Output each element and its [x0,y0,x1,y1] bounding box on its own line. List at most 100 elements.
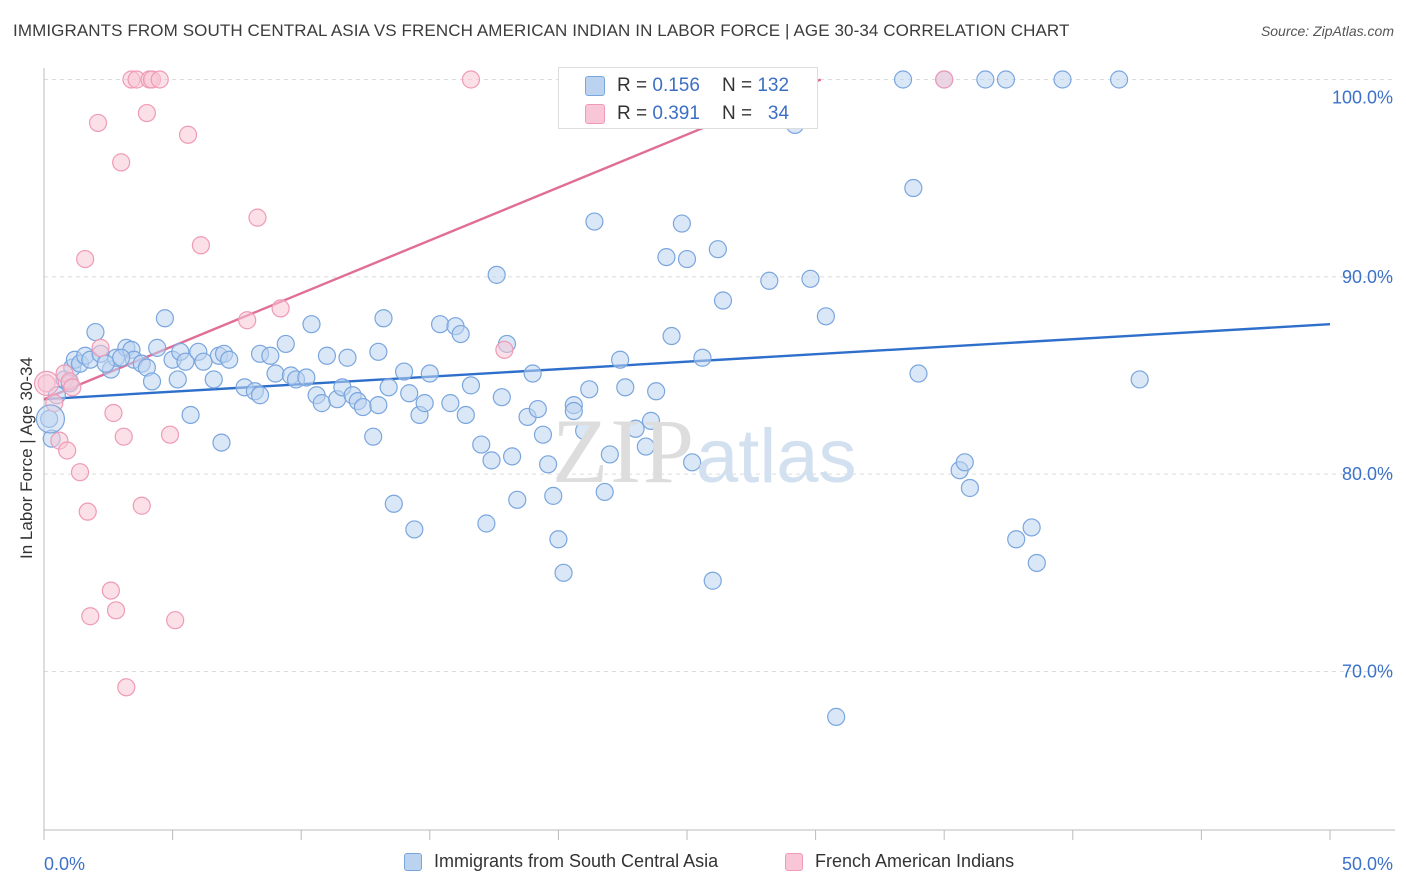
blue-point [544,486,563,505]
y-tick-label: 70.0% [1342,662,1393,682]
pink-point [114,427,133,446]
pink-swatch [585,104,605,124]
blue-point [420,364,439,383]
blue-point [549,530,568,549]
blue-point [472,435,491,454]
pink-point [117,678,136,697]
blue-point [369,342,388,361]
blue-point [96,354,115,373]
blue-point [142,372,162,391]
blue-point [379,378,398,397]
blue-point [647,382,666,401]
pink-point [150,70,169,89]
pink-point [33,370,60,396]
blue-point [976,70,995,89]
y-axis-label: In Labor Force | Age 30-34 [17,357,36,559]
r-value: 0.156 [652,75,700,96]
blue-point [683,453,702,472]
pink-point [271,299,290,318]
pink-point [935,70,954,89]
blue-point [662,326,681,346]
blue-point [760,271,779,290]
points-layer [33,70,1149,726]
blue-point [415,394,434,413]
pink-point [104,403,123,423]
blue-point [523,364,542,383]
pink-point [91,338,110,357]
r-value: 0.391 [652,103,700,124]
legend-swatch-blue [404,852,422,871]
blue-point [955,453,974,472]
pink-point [101,581,120,600]
pink-point [495,340,514,359]
blue-point [317,346,337,365]
blue-point [508,490,527,509]
blue-point [904,178,923,198]
legend-label: Immigrants from South Central Asia [434,851,719,871]
blue-point [693,348,712,367]
blue-point [176,352,195,371]
blue-point [276,334,295,354]
blue-point [364,427,383,446]
blue-point [461,376,481,395]
pink-point [248,208,267,227]
stats-row-pink: R = 0.391 N = 34 [585,101,789,127]
blue-point [155,309,174,328]
n-value: 34 [767,103,790,124]
pink-point [461,70,481,89]
blue-point [482,451,501,470]
blue-point [909,364,928,383]
blue-point [827,707,846,726]
x-tick-label-end: 50.0% [1342,854,1393,874]
blue-point [86,322,105,342]
pink-point [112,153,131,172]
blue-point [893,70,913,89]
blue-point [1109,70,1129,89]
blue-point [451,324,470,344]
blue-point [477,514,496,533]
blue-point [672,214,691,233]
blue-point [595,482,614,502]
blue-point [554,563,573,582]
pink-point [137,103,156,123]
pink-point [166,611,185,630]
blue-point [801,269,820,288]
watermark: ZIPatlas [552,398,857,504]
pink-point [81,607,100,626]
blue-point [194,352,213,371]
blue-point [1053,70,1072,89]
blue-point [1130,370,1149,389]
blue-point [492,388,511,407]
pink-point [238,311,257,330]
legend-label: French American Indians [815,851,1015,871]
blue-point [708,240,727,259]
blue-point [297,368,316,387]
blue-point [302,315,321,334]
blue-point [533,425,553,444]
n-label: N = [721,75,753,96]
blue-point [400,384,419,403]
blue-point [212,433,231,452]
x-tick-label-start: 0.0% [44,854,85,874]
blue-point [564,401,583,421]
blue-point [503,447,522,466]
blue-point [312,394,331,413]
blue-point [713,291,733,310]
blue-point [374,309,393,328]
bottom-legend: Immigrants from South Central Asia Frenc… [0,851,1406,877]
pink-point [63,378,82,397]
blue-point [148,338,167,357]
legend-item-south-central-asia[interactable]: Immigrants from South Central Asia [404,851,718,872]
blue-point [626,419,645,438]
blue-point [430,315,450,334]
blue-point [181,405,200,425]
pink-point [78,502,97,521]
watermark-atlas: atlas [696,414,857,499]
legend-item-french-american-indians[interactable]: French American Indians [785,851,1014,872]
blue-point [456,405,475,425]
blue-point [703,571,722,590]
y-tick-label: 80.0% [1342,464,1393,484]
y-tick-label: 90.0% [1342,267,1393,287]
blue-point [600,445,619,464]
